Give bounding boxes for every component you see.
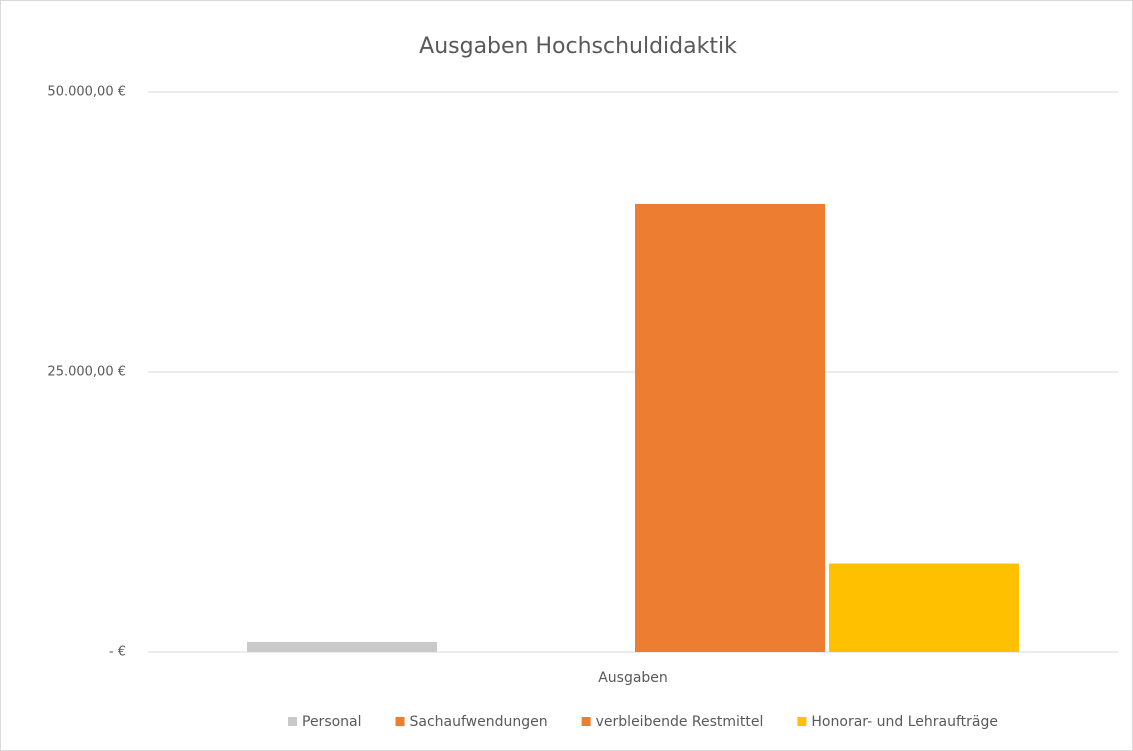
- bar: [247, 641, 437, 652]
- legend-label: Personal: [302, 714, 362, 730]
- legend-label: Honorar- und Lehraufträge: [811, 714, 998, 730]
- x-tick-label: Ausgaben: [598, 670, 668, 686]
- legend-label: verbleibende Restmittel: [596, 714, 764, 730]
- legend-label: Sachaufwendungen: [410, 714, 548, 730]
- legend-swatch: [797, 717, 807, 726]
- y-tick-label: 50.000,00 €: [47, 85, 126, 100]
- bar: [829, 563, 1019, 652]
- legend-swatch: [288, 717, 298, 726]
- chart-title: Ausgaben Hochschuldidaktik: [419, 34, 737, 59]
- legend-swatch: [395, 717, 405, 726]
- legend-swatch: [581, 717, 591, 726]
- y-tick-label: 25.000,00 €: [47, 365, 126, 380]
- y-tick-label: - €: [109, 645, 126, 660]
- bar: [635, 204, 825, 652]
